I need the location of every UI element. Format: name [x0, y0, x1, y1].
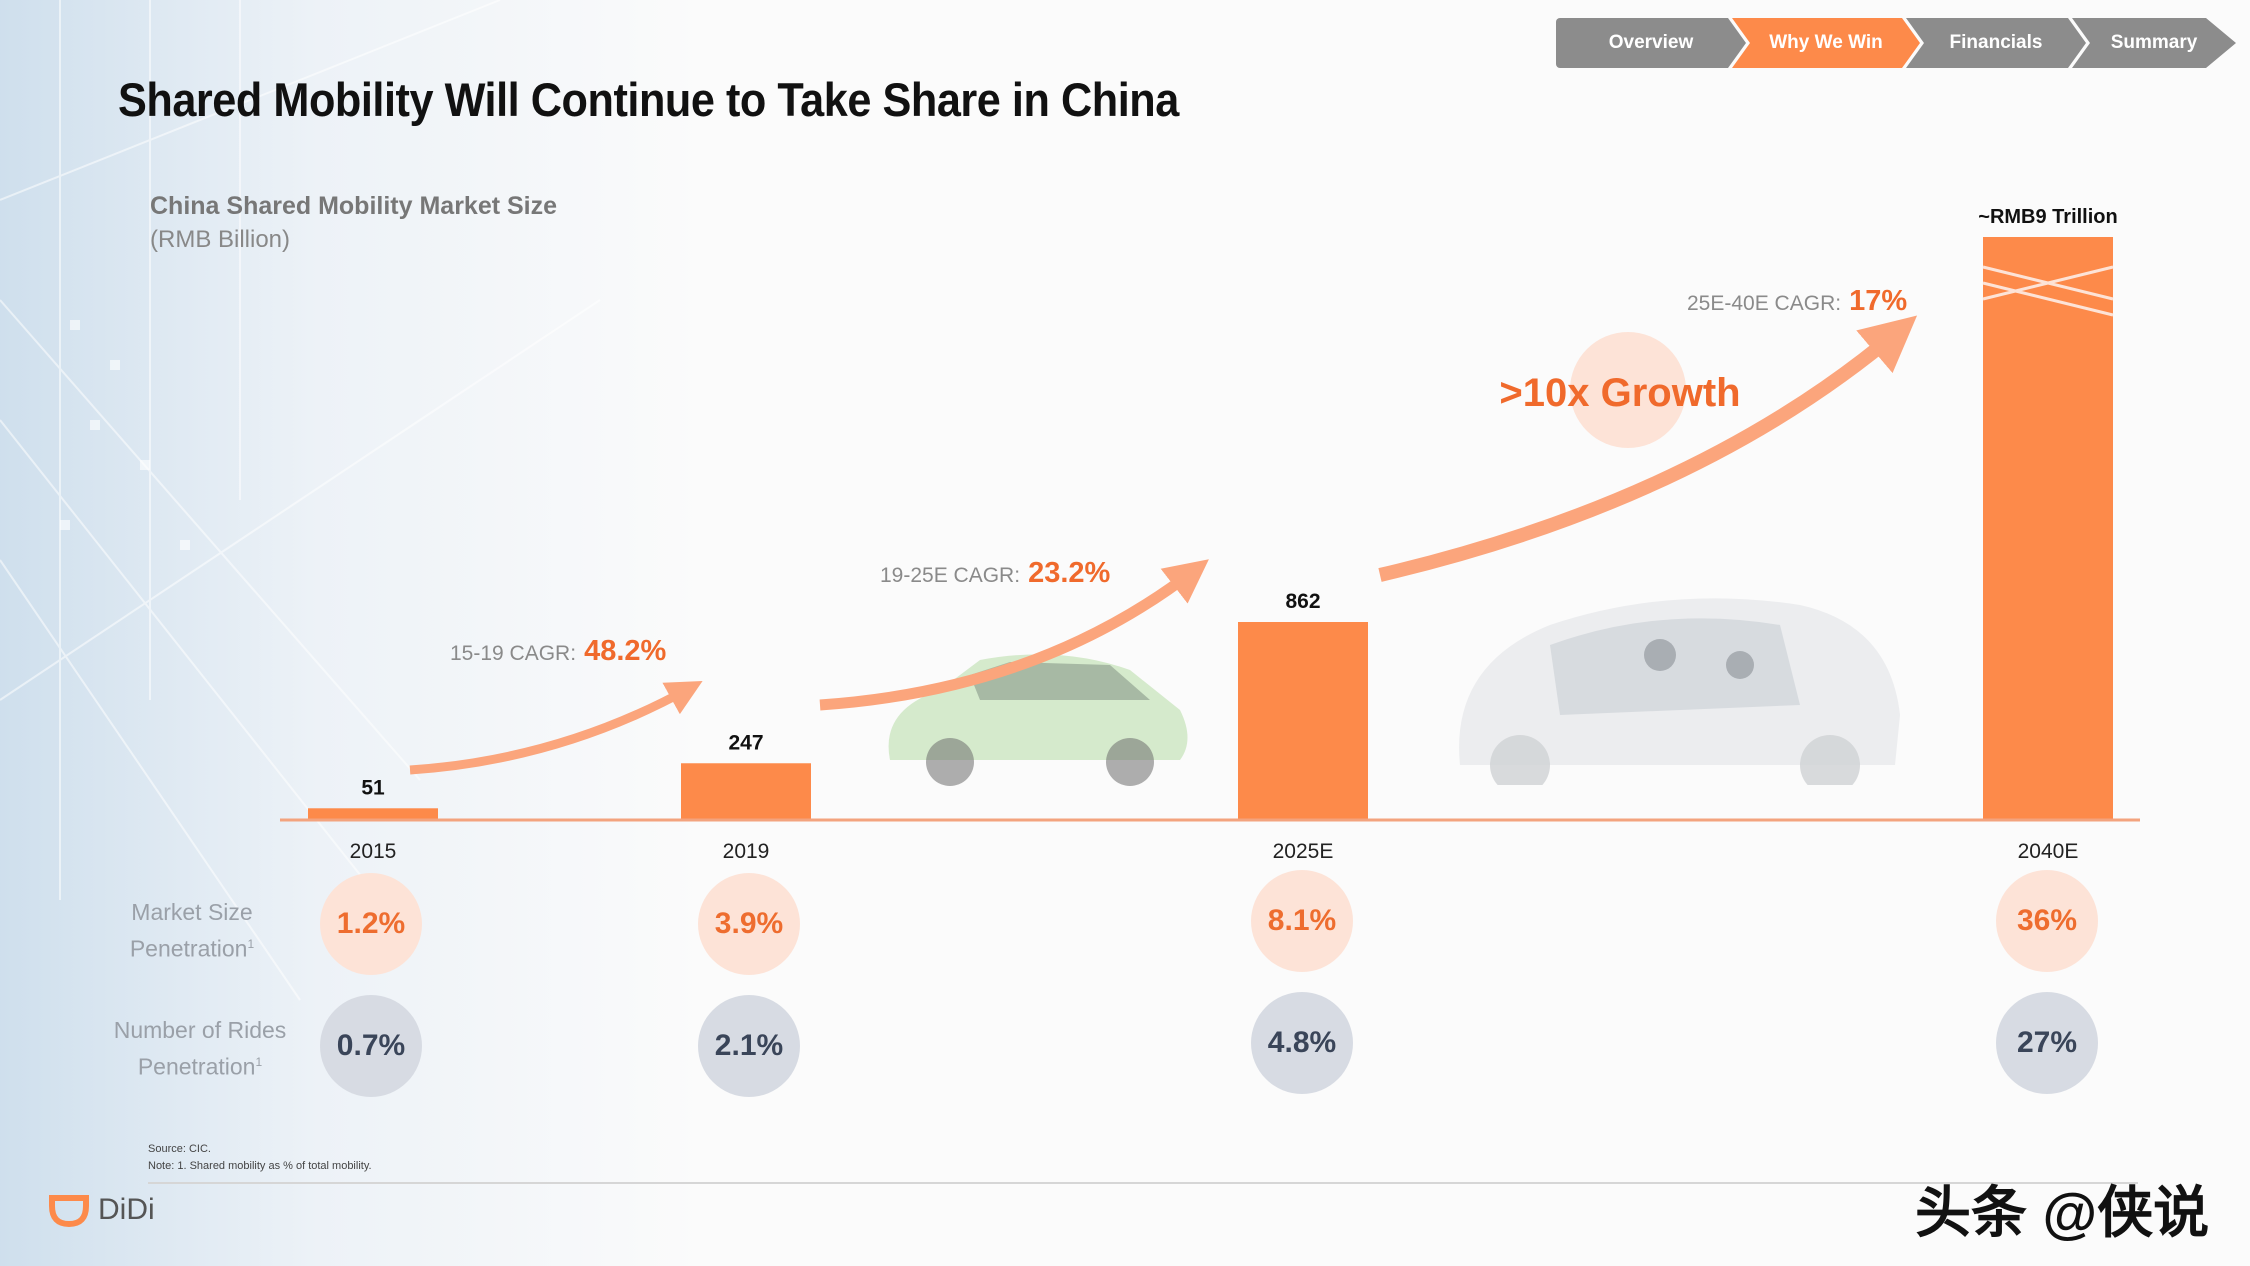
rides-penetration-2040e: 27%	[1996, 992, 2098, 1094]
cagr-1-prefix: 15-19 CAGR:	[450, 642, 576, 665]
cagr-1: 15-19 CAGR: 48.2%	[450, 635, 667, 667]
category-label-2015: 2015	[350, 840, 397, 863]
category-label-2025e: 2025E	[1273, 840, 1334, 863]
category-label-2040e: 2040E	[2018, 840, 2079, 863]
cagr-3-value: 17%	[1849, 285, 1907, 317]
cagr-3-prefix: 25E-40E CAGR:	[1687, 292, 1841, 315]
cagr-arrow-1	[409, 681, 703, 775]
rides-penetration-2019: 2.1%	[698, 995, 800, 1097]
tab-why-we-win[interactable]: Why We Win	[1732, 18, 1920, 68]
bar-2025e	[1238, 622, 1368, 820]
section-tabs: Overview Why We Win Financials Summary	[1556, 18, 2236, 68]
source-line: Source: CIC.	[148, 1143, 211, 1155]
tab-financials[interactable]: Financials	[1906, 18, 2086, 68]
market-penetration-2025e: 8.1%	[1251, 870, 1353, 972]
row-label-market-size-line2: Penetration	[129, 935, 248, 962]
value-label-2019: 247	[728, 731, 763, 754]
market-penetration-2040e: 36%	[1996, 870, 2098, 972]
logo-text: DiDi	[98, 1193, 155, 1226]
footer-divider	[148, 1182, 2138, 1184]
bars: 51 2015 247 2019 862 2025E ~RMB9 Trillion 2040E	[308, 206, 2118, 863]
cagr-3: 25E-40E CAGR: 17%	[1687, 285, 1907, 317]
growth-callout: >10x Growth	[1499, 371, 1740, 415]
cagr-1-value: 48.2%	[584, 635, 666, 667]
cagr-2-prefix: 19-25E CAGR:	[880, 564, 1020, 587]
cagr-2: 19-25E CAGR: 23.2%	[880, 557, 1111, 589]
row-label-market-size-line2-wrap: Penetration1	[92, 928, 292, 965]
note-line: Note: 1. Shared mobility as % of total m…	[148, 1160, 372, 1172]
background-lines	[0, 0, 601, 1001]
row-label-rides-line2: Penetration	[137, 1053, 256, 1080]
category-label-2019: 2019	[723, 840, 770, 863]
tab-overview[interactable]: Overview	[1556, 18, 1746, 68]
rides-penetration-2015: 0.7%	[320, 995, 422, 1097]
cagr-arrow-2	[819, 559, 1209, 711]
row-label-rides: Number of Rides Penetration1	[100, 1014, 300, 1083]
bar-2019	[681, 763, 811, 820]
value-label-2015: 51	[361, 776, 385, 799]
autonomous-car-illustration	[1459, 598, 1900, 785]
source-notes: Source: CIC. Note: 1. Shared mobility as…	[148, 1141, 372, 1175]
row-label-market-size-line1: Market Size	[131, 899, 253, 925]
row-label-rides-line2-wrap: Penetration1	[100, 1046, 300, 1083]
rides-penetration-2025e: 4.8%	[1251, 992, 1353, 1094]
row-label-rides-footnote: 1	[255, 1055, 263, 1069]
tab-summary[interactable]: Summary	[2072, 18, 2236, 68]
cagr-2-value: 23.2%	[1028, 557, 1110, 589]
chart-title: China Shared Mobility Market Size	[150, 192, 558, 220]
watermark: 头条 @侠说	[1915, 1181, 2210, 1244]
market-penetration-2015: 1.2%	[320, 873, 422, 975]
row-label-market-size-footnote: 1	[247, 937, 255, 951]
chart-unit: (RMB Billion)	[150, 226, 291, 253]
market-penetration-2019: 3.9%	[698, 873, 800, 975]
didi-logo: DiDi	[48, 1192, 155, 1228]
didi-logo-icon	[49, 1195, 89, 1228]
row-label-rides-line1: Number of Rides	[113, 1017, 287, 1043]
bar-2040e	[1983, 237, 2113, 820]
axis-break-mark	[1982, 265, 2114, 317]
bar-2015	[308, 808, 438, 820]
value-label-2040e: ~RMB9 Trillion	[1978, 206, 2117, 228]
growth-callout-bubble	[1570, 332, 1686, 448]
cagr-arrow-3	[1378, 315, 1918, 582]
value-label-2025e: 862	[1285, 590, 1320, 613]
page-title: Shared Mobility Will Continue to Take Sh…	[118, 73, 1179, 126]
row-label-market-size: Market Size Penetration1	[92, 896, 292, 965]
